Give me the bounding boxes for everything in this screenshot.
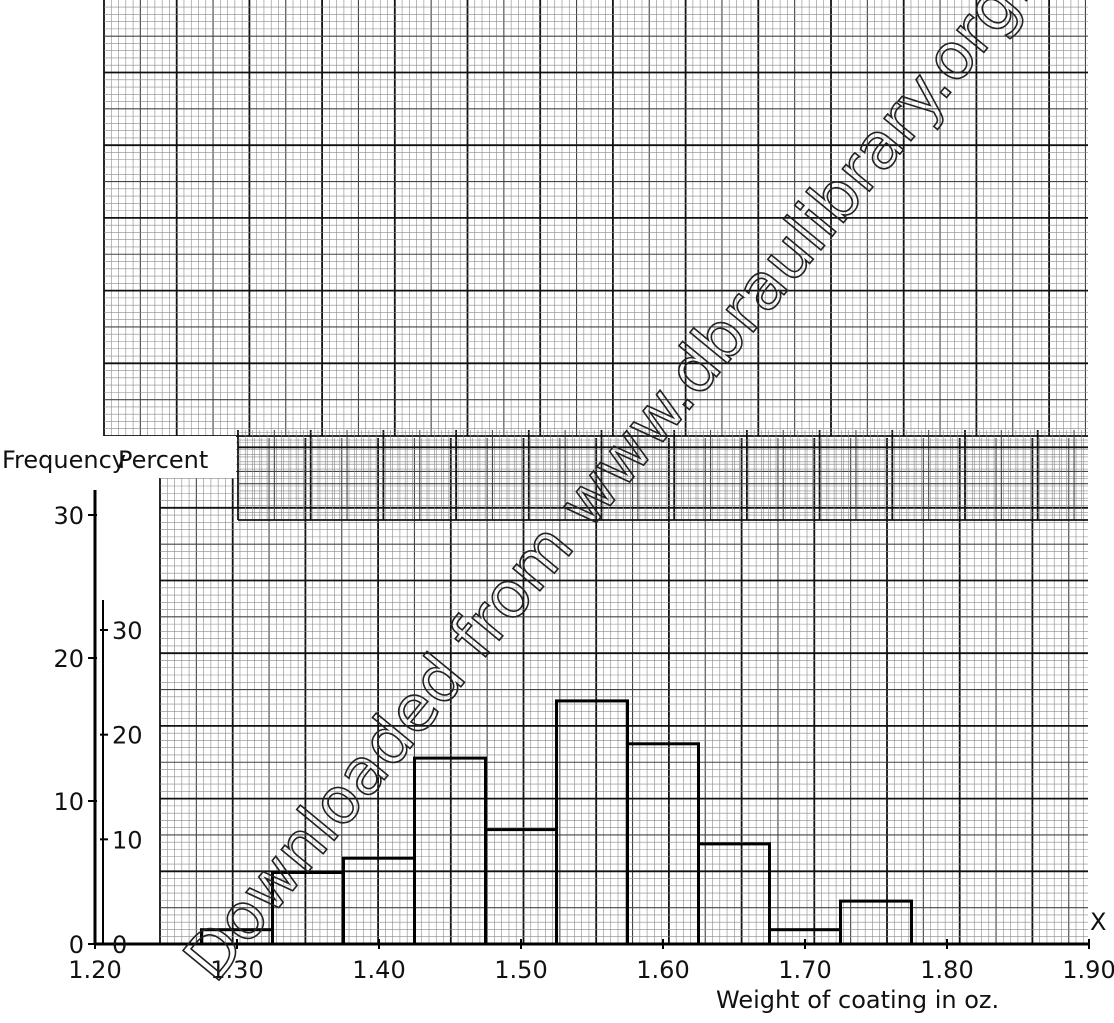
frequency-axis-label: Frequency xyxy=(2,446,126,474)
x-tick-label: 1.80 xyxy=(920,956,973,984)
chart-axes xyxy=(93,490,1090,946)
percent-tick-label: 10 xyxy=(112,826,143,854)
frequency-tick-label: 10 xyxy=(53,788,84,816)
axis-ticks: 0 10 20 30 0 10 20 30 1.20 1.30 1.40 1.50 1.60 1.70 1.… xyxy=(53,502,1114,984)
percent-tick-label: 0 xyxy=(112,931,127,959)
x-tick-label: 1.20 xyxy=(68,956,121,984)
x-tick-label: 1.40 xyxy=(352,956,405,984)
graph-paper-grid xyxy=(103,0,1088,945)
x-tick-label: 1.90 xyxy=(1062,956,1114,984)
frequency-tick-label: 20 xyxy=(53,645,84,673)
axis-caption-backdrop xyxy=(0,436,236,478)
frequency-tick-label: 0 xyxy=(69,931,84,959)
histogram-bar xyxy=(697,842,771,946)
x-axis-label: Weight of coating in oz. xyxy=(716,986,999,1014)
histogram-bar xyxy=(626,742,700,946)
percent-tick-label: 30 xyxy=(112,617,143,645)
x-tick-label: 1.60 xyxy=(636,956,689,984)
x-tick-label: 1.30 xyxy=(210,956,263,984)
percent-axis-label: Percent xyxy=(118,446,208,474)
x-tick-label: 1.50 xyxy=(494,956,547,984)
x-tick-label: 1.70 xyxy=(778,956,831,984)
percent-tick-label: 20 xyxy=(112,722,143,750)
histogram-bar xyxy=(484,828,558,946)
frequency-tick-label: 30 xyxy=(53,502,84,530)
x-axis-letter: X xyxy=(1090,908,1106,936)
